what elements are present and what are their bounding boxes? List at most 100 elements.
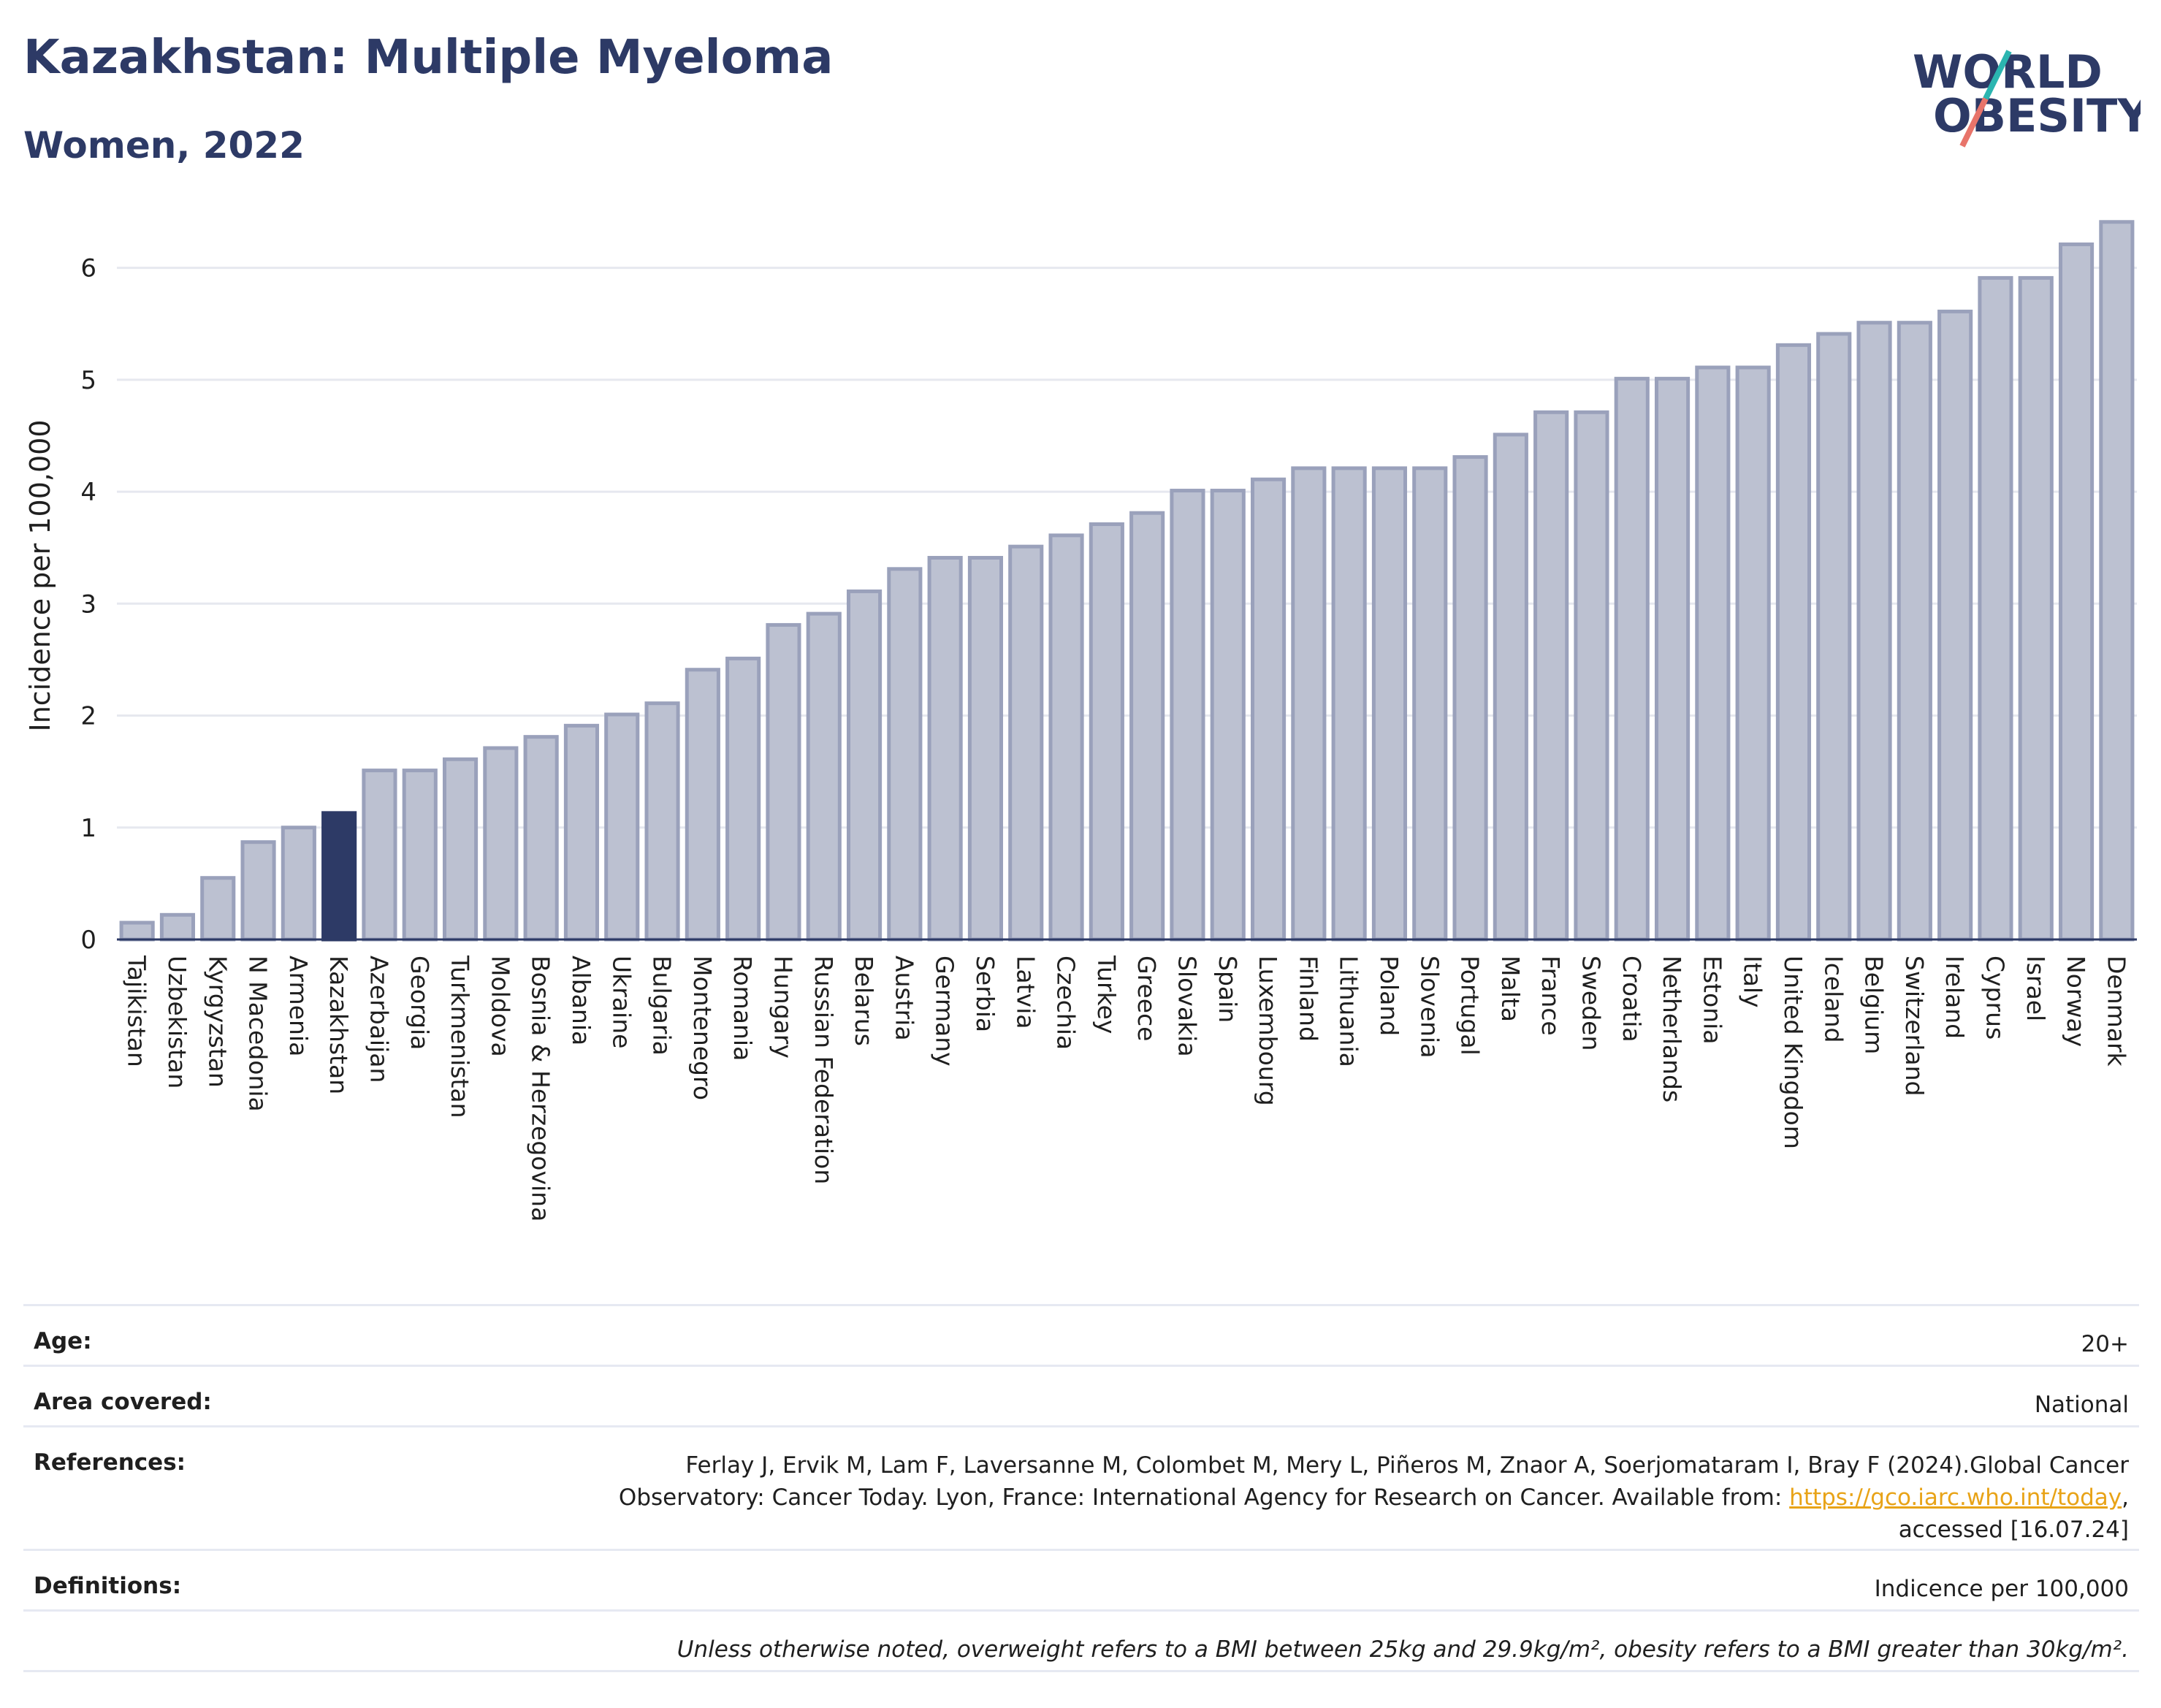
bar-russian-federation xyxy=(806,611,842,942)
area-label: Area covered: xyxy=(34,1389,212,1415)
bar-czechia xyxy=(1048,533,1084,942)
bar-finland xyxy=(1291,466,1327,942)
x-tick-label: Slovakia xyxy=(1173,956,1201,1057)
bar-tajikistan xyxy=(119,920,155,942)
y-tick-label: 5 xyxy=(80,366,96,395)
y-tick-label: 3 xyxy=(80,590,96,619)
x-tick-label: Luxembourg xyxy=(1254,956,1282,1106)
references-line2: Observatory: Cancer Today. Lyon, France:… xyxy=(619,1482,2129,1514)
bar-malta xyxy=(1493,432,1528,942)
x-tick-label: Hungary xyxy=(769,956,797,1059)
bar-moldova xyxy=(483,746,519,942)
bar-lithuania xyxy=(1331,466,1367,942)
references-line3: accessed [16.07.24] xyxy=(1898,1517,2129,1543)
bar-norway xyxy=(2058,242,2095,942)
x-tick-label: Belgium xyxy=(1860,956,1889,1054)
y-tick-label: 6 xyxy=(80,254,96,283)
x-tick-label: Austria xyxy=(890,956,918,1041)
references-label: References: xyxy=(34,1449,186,1476)
world-obesity-logo: WORLD OBESITY xyxy=(1913,45,2141,148)
x-tick-label: Cyprus xyxy=(1981,956,2009,1040)
x-tick-label: Malta xyxy=(1496,956,1525,1022)
x-tick-label: Romania xyxy=(728,956,757,1061)
bar-bulgaria xyxy=(644,701,680,942)
x-tick-label: Turkmenistan xyxy=(446,955,474,1118)
x-tick-label: Kyrgyzstan xyxy=(203,956,232,1088)
logo-line2: OBESITY xyxy=(1933,89,2141,142)
page-title: Kazakhstan: Multiple Myeloma xyxy=(23,31,834,85)
bar-ireland xyxy=(1937,309,1973,942)
x-tick-label: Kazakhstan xyxy=(324,956,353,1094)
bar-kyrgyzstan xyxy=(200,876,236,942)
bar-turkmenistan xyxy=(442,757,479,942)
page-subtitle: Women, 2022 xyxy=(23,124,305,167)
x-tick-label: Sweden xyxy=(1577,956,1605,1051)
bar-portugal xyxy=(1452,455,1488,942)
bar-hungary xyxy=(766,622,801,942)
x-tick-label: Poland xyxy=(1375,956,1403,1036)
bar-latvia xyxy=(1008,544,1044,942)
bar-france xyxy=(1533,410,1569,942)
bar-spain xyxy=(1210,489,1246,942)
bar-belarus xyxy=(846,589,883,942)
x-tick-label: Denmark xyxy=(2102,956,2130,1067)
references-link[interactable]: https://gco.iarc.who.int/today xyxy=(1789,1484,2122,1511)
bar-israel xyxy=(2018,275,2054,942)
x-tick-label: Slovenia xyxy=(1415,956,1444,1058)
x-tick-label: Greece xyxy=(1132,956,1161,1041)
bar-united-kingdom xyxy=(1775,343,1812,942)
bar-estonia xyxy=(1695,365,1731,942)
bar-poland xyxy=(1371,466,1408,942)
bar-ukraine xyxy=(604,712,640,942)
x-tick-label: Turkey xyxy=(1092,955,1121,1034)
x-tick-label: N Macedonia xyxy=(244,956,272,1112)
definitions-label: Definitions: xyxy=(34,1573,182,1599)
y-tick-label: 1 xyxy=(80,814,96,843)
x-tick-label: Ireland xyxy=(1940,956,1969,1039)
x-tick-label: Georgia xyxy=(405,956,434,1050)
x-tick-label: Estonia xyxy=(1698,956,1726,1044)
info-row-definitions: Definitions: Indicence per 100,000 xyxy=(23,1549,2139,1609)
bar-chart: 0 1 2 3 4 5 6 Incidence per 100,000 Tajikistan… xyxy=(24,220,2137,1221)
x-tick-label: Croatia xyxy=(1617,956,1646,1042)
x-tick-label: Bulgaria xyxy=(648,956,676,1056)
x-tick-label: Czechia xyxy=(1052,956,1080,1050)
area-value: National xyxy=(2034,1392,2129,1418)
y-axis-label: Incidence per 100,000 xyxy=(24,419,56,731)
x-tick-label: Italy xyxy=(1739,956,1767,1008)
age-value: 20+ xyxy=(2081,1331,2129,1357)
y-tick-label: 2 xyxy=(80,702,96,731)
age-label: Age: xyxy=(34,1328,92,1354)
references-line1: Ferlay J, Ervik M, Lam F, Laversanne M, … xyxy=(685,1452,2129,1479)
bar-georgia xyxy=(402,769,438,942)
x-tick-label: Bosnia & Herzegovina xyxy=(527,956,555,1221)
x-tick-label: Iceland xyxy=(1819,956,1848,1042)
bar-greece xyxy=(1129,511,1165,942)
bar-germany xyxy=(927,555,963,942)
x-axis-labels: Tajikistan Uzbekistan Kyrgyzstan N Macedoni… xyxy=(123,955,2131,1221)
bar-serbia xyxy=(967,555,1004,942)
references-line2-text: Observatory: Cancer Today. Lyon, France:… xyxy=(618,1484,1790,1511)
x-tick-label: United Kingdom xyxy=(1779,956,1807,1149)
x-tick-label: Lithuania xyxy=(1335,956,1363,1067)
x-tick-label: Russian Federation xyxy=(809,956,838,1184)
x-tick-label: Serbia xyxy=(971,956,999,1032)
bar-uzbekistan xyxy=(159,912,196,942)
x-tick-label: Uzbekistan xyxy=(163,956,191,1089)
y-tick-label: 4 xyxy=(80,478,96,507)
bar-belgium xyxy=(1856,321,1892,942)
bar-montenegro xyxy=(685,668,720,942)
bar-romania xyxy=(725,656,761,942)
y-tick-label: 0 xyxy=(80,926,96,955)
definitions-value: Indicence per 100,000 xyxy=(1874,1576,2129,1602)
info-table: Age: 20+ Area covered: National Referenc… xyxy=(23,1304,2139,1672)
bar-cyprus xyxy=(1978,275,2013,942)
bar-austria xyxy=(887,567,923,942)
x-tick-label: Portugal xyxy=(1456,956,1485,1056)
info-row-age: Age: 20+ xyxy=(23,1304,2139,1365)
x-tick-label: Latvia xyxy=(1011,956,1040,1029)
x-tick-label: Finland xyxy=(1294,956,1322,1042)
references-value: Ferlay J, Ervik M, Lam F, Laversanne M, … xyxy=(619,1449,2129,1546)
bar-azerbaijan xyxy=(362,769,397,942)
bar-armenia xyxy=(281,826,316,942)
